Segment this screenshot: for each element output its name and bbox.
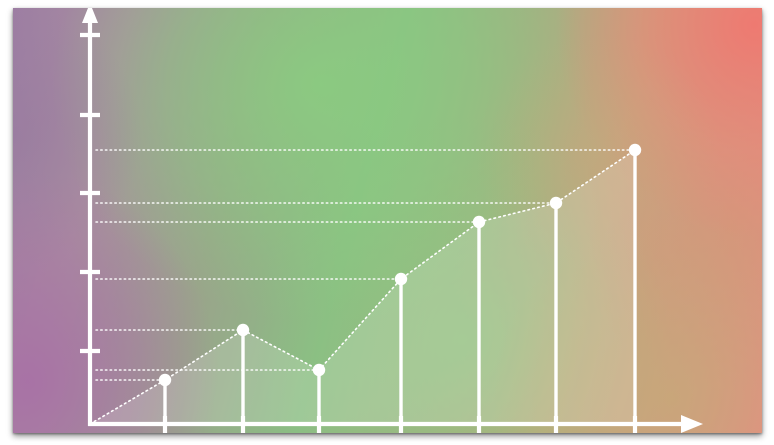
data-point-marker-3[interactable] <box>394 272 408 286</box>
data-point-markers <box>158 143 642 387</box>
data-point-marker-6[interactable] <box>628 143 642 157</box>
y-axis-ticks <box>80 32 100 354</box>
y-axis-arrow-icon <box>82 8 98 23</box>
chart-panel <box>13 8 762 433</box>
x-axis-ticks <box>162 416 638 433</box>
stems-group <box>163 150 637 424</box>
data-point-marker-4[interactable] <box>472 215 486 229</box>
leader-lines-group <box>95 149 636 381</box>
y-axis <box>80 8 100 426</box>
data-point-marker-1[interactable] <box>236 323 250 337</box>
series-line <box>89 149 636 425</box>
data-point-marker-5[interactable] <box>549 196 563 210</box>
x-axis-arrow-icon <box>681 415 703 433</box>
chart-plot-area <box>80 8 703 433</box>
data-point-marker-0[interactable] <box>158 373 172 387</box>
x-axis <box>88 415 703 433</box>
area-fill <box>90 150 635 424</box>
data-point-marker-2[interactable] <box>312 363 326 377</box>
